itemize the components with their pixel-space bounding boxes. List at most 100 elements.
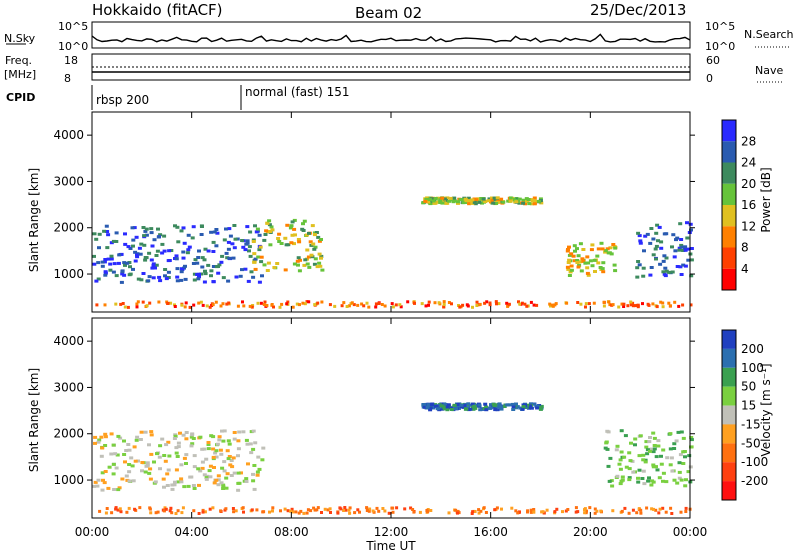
echo-cell [148, 507, 152, 511]
echo-cell [144, 233, 149, 237]
echo-cell [92, 262, 97, 266]
echo-cell [683, 264, 688, 268]
velocity-panel: 1000 2000 3000 4000 Slant Range [km] 200 100… [27, 112, 773, 553]
echo-cell [525, 304, 529, 308]
echo-cell [514, 200, 519, 204]
echo-cell [652, 507, 655, 511]
echo-cell [268, 243, 273, 247]
colorbar-swatch [722, 162, 736, 184]
echo-cell [200, 460, 205, 464]
echo-cell [263, 233, 268, 236]
echo-cell [541, 510, 545, 514]
echo-cell [421, 403, 426, 406]
echo-cell [211, 303, 215, 307]
echo-cell [473, 406, 478, 410]
echo-cell [111, 239, 116, 243]
echo-cell [103, 303, 107, 307]
echo-cell [296, 238, 301, 241]
echo-cell [168, 509, 172, 513]
echo-cell [157, 300, 161, 304]
echo-cell [688, 222, 693, 226]
y-tick-label: 4000 [53, 334, 84, 348]
echo-cell [153, 480, 158, 484]
echo-cell [96, 261, 101, 265]
echo-cell [470, 201, 475, 205]
echo-cell [124, 474, 129, 478]
echo-cell [316, 506, 320, 510]
echo-cell [643, 234, 648, 238]
echo-cell [689, 303, 693, 307]
echo-cell [608, 456, 613, 460]
echo-cell [390, 302, 394, 306]
echo-cell [454, 407, 458, 411]
echo-cell [221, 485, 226, 489]
nsky-label: N.Sky [4, 32, 36, 45]
echo-cell [148, 301, 152, 305]
x-tick-label: 12:00 [374, 525, 409, 539]
echo-cell [661, 270, 666, 274]
power-cbar-tick: 8 [741, 241, 749, 255]
echo-cell [211, 265, 216, 268]
colorbar-swatch [722, 120, 736, 142]
echo-cell [236, 481, 241, 485]
echo-cell [283, 268, 288, 272]
echo-cell [255, 473, 260, 477]
echo-cell [380, 303, 384, 306]
echo-cell [685, 247, 690, 251]
echo-cell [658, 507, 662, 511]
echo-cell [311, 242, 316, 246]
echo-cell [99, 435, 104, 439]
echo-cell [650, 507, 654, 511]
echo-cell [413, 301, 416, 305]
echo-cell [176, 445, 181, 449]
echo-cell [232, 510, 236, 514]
echo-cell [245, 225, 250, 229]
echo-cell [495, 196, 500, 200]
echo-cell [683, 455, 687, 459]
echo-cell [655, 223, 660, 227]
echo-cell [629, 300, 633, 304]
echo-cell [126, 305, 130, 309]
echo-cell [678, 265, 683, 269]
echo-cell [103, 435, 108, 439]
echo-cell [267, 223, 272, 227]
echo-cell [600, 247, 605, 251]
echo-cell [526, 406, 531, 410]
echo-cell [114, 302, 118, 306]
echo-cell [120, 477, 125, 481]
echo-cell [668, 463, 673, 467]
echo-cell [163, 459, 168, 463]
echo-cell [197, 512, 201, 515]
echo-cell [685, 236, 690, 240]
echo-cell [191, 437, 196, 440]
echo-cell [228, 234, 233, 238]
echo-cell [245, 241, 250, 245]
nsky-tick-bottom-right: 10^0 [705, 40, 735, 53]
echo-cell [574, 506, 578, 510]
echo-cell [206, 443, 211, 446]
echo-cell [602, 304, 606, 308]
echo-cell [489, 403, 493, 407]
x-axis-label: Time UT [365, 539, 416, 553]
echo-cell [180, 268, 185, 271]
echo-cell [307, 231, 311, 235]
echo-cell [229, 474, 234, 477]
echo-cell [182, 485, 187, 489]
echo-cell [131, 267, 135, 271]
echo-cell [657, 225, 662, 229]
echo-cell [301, 301, 305, 305]
echo-cell [661, 448, 666, 452]
echo-cell [135, 253, 139, 257]
echo-cell [314, 231, 319, 234]
echo-cell [472, 200, 477, 204]
echo-cell [514, 402, 518, 406]
echo-cell [222, 460, 227, 464]
echo-cell [651, 431, 656, 435]
echo-cell [406, 300, 410, 304]
echo-cell [103, 470, 108, 473]
echo-cell [209, 230, 214, 234]
echo-cell [172, 437, 177, 440]
echo-cell [609, 252, 614, 256]
echo-cell [425, 405, 430, 409]
echo-cell [165, 484, 170, 487]
